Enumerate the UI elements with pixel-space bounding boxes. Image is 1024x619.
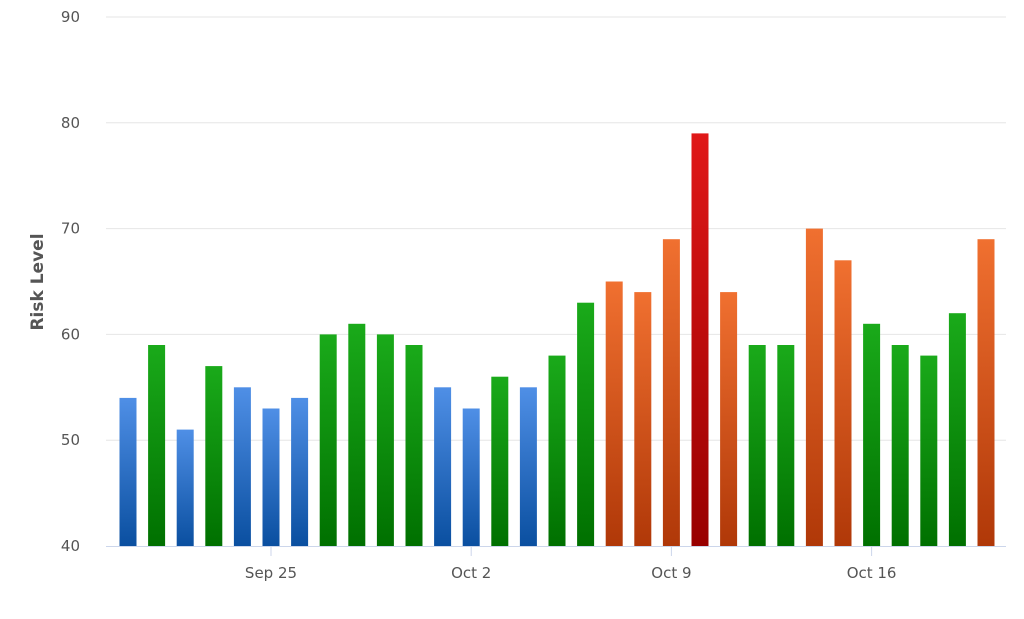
bar[interactable]	[148, 345, 166, 546]
bar[interactable]	[834, 260, 852, 546]
bar[interactable]	[262, 408, 280, 547]
bar[interactable]	[176, 429, 194, 546]
bar[interactable]	[119, 397, 137, 546]
bar[interactable]	[920, 355, 938, 546]
bar[interactable]	[977, 239, 995, 546]
bar[interactable]	[805, 228, 823, 546]
y-tick-label: 50	[61, 431, 80, 449]
bar[interactable]	[434, 387, 452, 546]
y-tick-label: 60	[61, 325, 80, 343]
bar[interactable]	[777, 345, 795, 546]
x-tick-label: Oct 16	[847, 564, 897, 582]
bar[interactable]	[462, 408, 480, 547]
grid-lines	[106, 16, 1006, 441]
x-tick-label: Oct 9	[651, 564, 691, 582]
bar[interactable]	[376, 334, 394, 546]
bar[interactable]	[634, 292, 652, 546]
y-tick-label: 70	[61, 220, 80, 238]
x-tick-label: Sep 25	[245, 564, 297, 582]
bar[interactable]	[405, 345, 423, 546]
bar[interactable]	[948, 313, 966, 546]
y-tick-label: 90	[61, 8, 80, 26]
y-axis-title: Risk Level	[28, 233, 48, 330]
bar[interactable]	[491, 376, 509, 546]
bar[interactable]	[577, 302, 595, 546]
bar[interactable]	[291, 397, 309, 546]
bar[interactable]	[205, 366, 223, 546]
y-axis-ticks: 40 50 60 70 80 90	[61, 8, 80, 555]
y-tick-label: 40	[61, 537, 80, 555]
bar[interactable]	[748, 345, 766, 546]
bar[interactable]	[348, 323, 366, 546]
bar[interactable]	[863, 323, 881, 546]
bar[interactable]	[605, 281, 623, 547]
bar[interactable]	[891, 345, 909, 546]
bar[interactable]	[548, 355, 566, 546]
x-tick-label: Oct 2	[451, 564, 491, 582]
y-tick-label: 80	[61, 114, 80, 132]
bars	[119, 133, 995, 547]
bar[interactable]	[319, 334, 337, 546]
bar[interactable]	[691, 133, 709, 546]
bar[interactable]	[233, 387, 251, 546]
bar[interactable]	[720, 292, 738, 546]
bar[interactable]	[519, 387, 537, 546]
x-axis: Sep 25 Oct 2 Oct 9 Oct 16	[106, 546, 1006, 582]
bar[interactable]	[662, 239, 680, 546]
